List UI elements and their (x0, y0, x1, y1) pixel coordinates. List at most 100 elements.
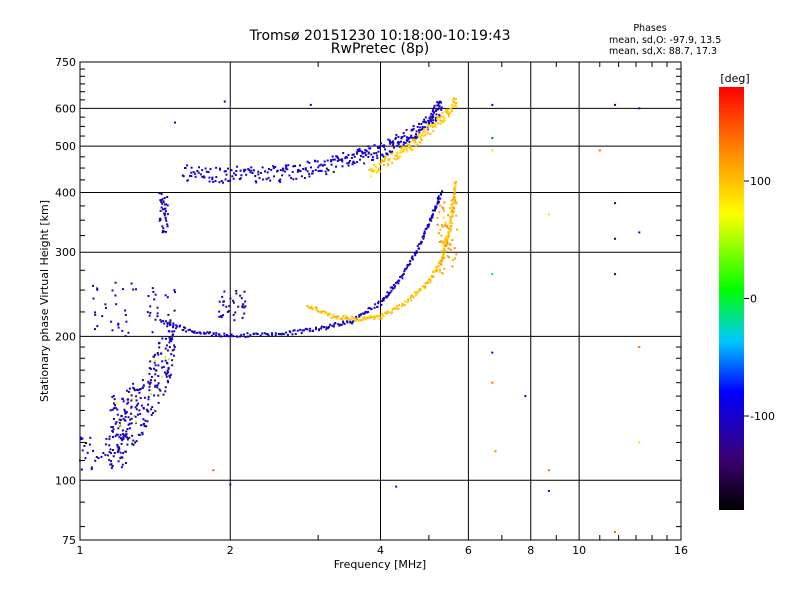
data-point (390, 153, 393, 156)
data-point (439, 123, 442, 125)
data-point (364, 151, 367, 154)
data-point (400, 151, 403, 154)
data-point (222, 304, 225, 307)
data-point (378, 146, 381, 149)
data-point (229, 483, 232, 486)
data-point (135, 440, 138, 443)
data-point (111, 408, 114, 411)
data-point (335, 317, 338, 320)
data-point (382, 299, 385, 302)
data-point (353, 317, 356, 320)
data-point (100, 455, 103, 458)
data-point (208, 176, 211, 179)
data-point (335, 165, 337, 168)
data-point (127, 398, 130, 401)
data-point (449, 230, 452, 233)
data-point (205, 170, 208, 173)
data-point (451, 222, 454, 225)
data-point (174, 121, 176, 124)
data-point (95, 456, 98, 458)
data-point (154, 373, 157, 376)
data-point (358, 315, 361, 318)
data-point (165, 375, 168, 378)
data-point (169, 321, 172, 324)
data-point (419, 141, 422, 144)
data-point (377, 300, 380, 303)
data-point (172, 333, 175, 336)
data-point (446, 225, 449, 228)
data-point (414, 135, 417, 138)
data-point (134, 406, 137, 409)
data-point (328, 313, 331, 315)
data-point (157, 364, 160, 367)
data-point (164, 212, 166, 215)
data-point (349, 321, 352, 324)
data-point (282, 333, 285, 336)
data-point (441, 272, 444, 275)
data-point (390, 311, 393, 314)
data-point (440, 120, 443, 122)
data-point (229, 297, 232, 300)
data-point (378, 317, 381, 320)
data-point (378, 170, 381, 173)
data-point (125, 433, 128, 436)
data-point (247, 335, 250, 338)
data-point (364, 154, 367, 156)
data-point (128, 427, 131, 430)
data-point (409, 147, 412, 150)
data-point (132, 382, 135, 385)
data-point (165, 373, 168, 376)
data-point (455, 201, 457, 203)
data-point (363, 151, 366, 154)
data-point (89, 436, 92, 439)
data-point (266, 333, 269, 336)
data-point (135, 408, 138, 411)
data-point (127, 401, 130, 404)
data-point (405, 150, 408, 153)
data-point (445, 244, 448, 247)
data-point (131, 434, 134, 437)
data-point (125, 430, 128, 433)
data-point (174, 327, 177, 330)
data-point (224, 170, 227, 173)
x-tick-label: 10 (572, 544, 586, 557)
data-point (336, 160, 339, 162)
data-point (236, 165, 238, 168)
data-point (122, 436, 125, 439)
data-point (379, 163, 382, 165)
data-point (440, 108, 443, 111)
data-point (386, 153, 389, 156)
data-point (131, 397, 134, 400)
data-point (346, 320, 349, 323)
y-tick-label: 500 (55, 140, 76, 153)
data-point (326, 159, 329, 162)
data-point (138, 409, 141, 412)
data-point (411, 129, 414, 132)
data-point (162, 320, 165, 322)
data-point (309, 307, 312, 310)
data-point (446, 109, 449, 112)
data-point (121, 329, 124, 332)
data-point (162, 227, 165, 230)
data-point (94, 311, 96, 314)
data-point (357, 150, 360, 153)
data-point (81, 437, 84, 440)
data-point (396, 305, 398, 308)
data-point (132, 415, 135, 417)
data-point (452, 193, 455, 196)
data-point (186, 164, 189, 167)
data-point (440, 121, 443, 124)
data-point (148, 383, 151, 386)
data-point (431, 121, 434, 124)
data-point (360, 319, 363, 322)
data-point (430, 219, 433, 222)
data-point (414, 294, 417, 297)
chart-title-line2: RwPretec (8p) (331, 41, 429, 57)
data-point (137, 413, 139, 416)
data-point (112, 428, 115, 431)
data-points (79, 97, 641, 533)
data-point (456, 228, 459, 231)
data-point (342, 320, 345, 323)
data-point (347, 164, 350, 167)
data-point (257, 173, 260, 176)
